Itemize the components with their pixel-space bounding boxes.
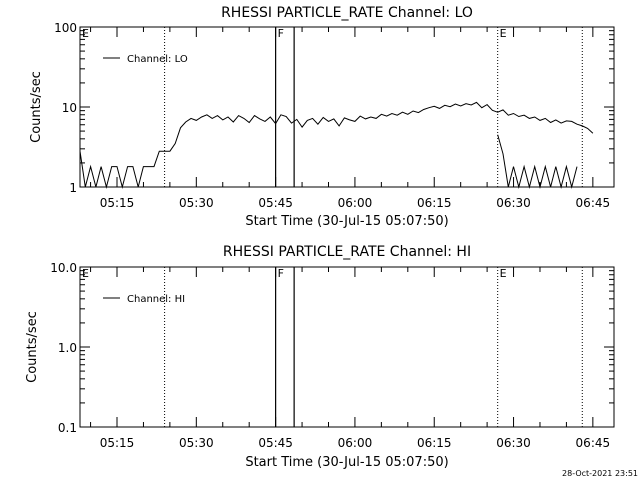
footer-timestamp: 28-Oct-2021 23:51	[562, 469, 638, 478]
x-axis-label-lo: Start Time (30-Jul-15 05:07:50)	[245, 214, 448, 229]
x-tick-label: 05:45	[258, 196, 293, 210]
y-tick-label: 1	[69, 181, 77, 195]
event-marker-e: E	[82, 267, 89, 280]
chart-title-hi: RHESSI PARTICLE_RATE Channel: HI	[223, 244, 471, 260]
x-tick-label: 06:30	[496, 436, 531, 450]
y-tick-label: 100	[54, 21, 77, 35]
x-axis-label-hi: Start Time (30-Jul-15 05:07:50)	[245, 455, 448, 470]
x-tick-label: 06:15	[417, 436, 452, 450]
event-marker-e: E	[500, 27, 507, 40]
plot-frame-lo	[79, 26, 615, 188]
y-tick-label: 10.0	[50, 261, 77, 275]
event-marker-f: F	[278, 267, 284, 280]
x-tick-label: 05:15	[100, 196, 135, 210]
x-tick-label: 05:30	[179, 196, 214, 210]
panel-hi: RHESSI PARTICLE_RATE Channel: HI Counts/…	[25, 244, 615, 470]
x-tick-label: 06:15	[417, 196, 452, 210]
x-tick-label: 06:30	[496, 196, 531, 210]
y-tick-label: 0.1	[58, 421, 77, 435]
y-axis-label-hi: Counts/sec	[25, 311, 40, 383]
series-line-lo	[79, 101, 594, 189]
x-tick-label: 05:45	[258, 436, 293, 450]
series-line-lo-tail	[497, 134, 578, 189]
event-marker-e: E	[82, 27, 89, 40]
chart-title-lo: RHESSI PARTICLE_RATE Channel: LO	[221, 5, 473, 21]
legend-label-hi: Channel: HI	[127, 294, 185, 305]
event-marker-e: E	[500, 267, 507, 280]
x-tick-label: 05:15	[100, 436, 135, 450]
x-tick-label: 06:45	[576, 196, 611, 210]
x-tick-label: 06:00	[338, 196, 373, 210]
y-axis-label-lo: Counts/sec	[29, 71, 44, 143]
event-marker-f: F	[278, 27, 284, 40]
legend-label-lo: Channel: LO	[127, 54, 188, 65]
panel-lo: RHESSI PARTICLE_RATE Channel: LO Counts/…	[29, 5, 615, 229]
y-tick-label: 10	[62, 101, 77, 115]
x-tick-label: 06:45	[576, 436, 611, 450]
x-tick-label: 05:30	[179, 436, 214, 450]
y-tick-label: 1.0	[58, 341, 77, 355]
plot-frame-hi	[79, 266, 615, 428]
x-tick-label: 06:00	[338, 436, 373, 450]
